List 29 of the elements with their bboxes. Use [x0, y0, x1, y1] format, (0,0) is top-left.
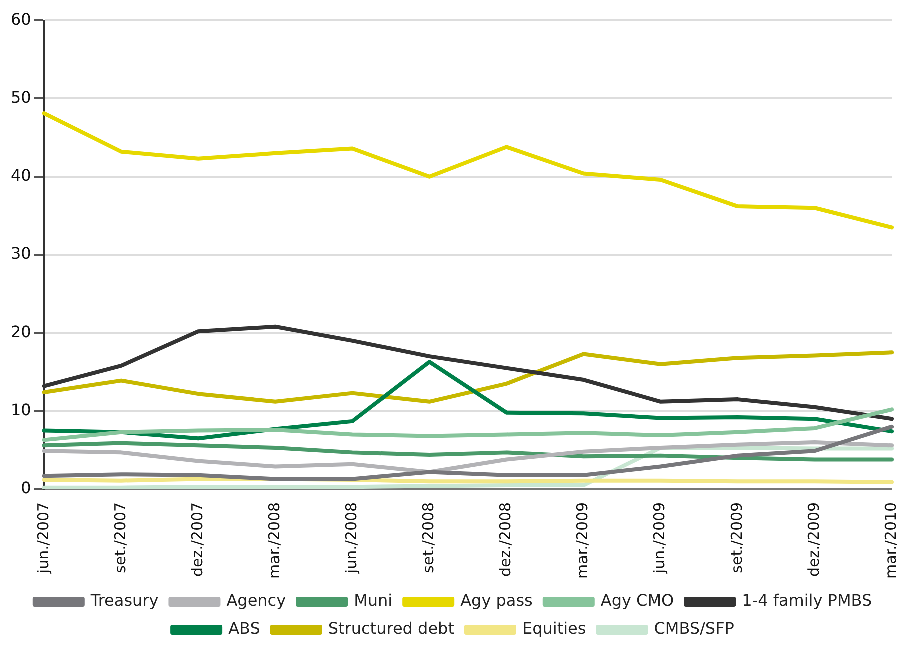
legend-label: 1-4 family PMBS	[742, 591, 872, 610]
x-tick-label: set./2009	[728, 502, 746, 574]
legend-label: Agency	[226, 591, 286, 610]
x-tick-label: mar./2008	[265, 502, 284, 580]
y-tick-label: 50	[11, 88, 32, 107]
x-tick-label: dez./2009	[804, 502, 823, 578]
legend-label: Treasury	[90, 591, 159, 610]
x-tick-label: dez./2007	[188, 502, 206, 578]
x-tick-label: set./2008	[420, 502, 438, 574]
legend-label: Muni	[354, 591, 393, 610]
legend-label: Structured debt	[328, 619, 454, 638]
y-tick-label: 0	[21, 478, 32, 498]
x-tick-label: jun./2009	[650, 502, 669, 575]
x-tick-label: set./2007	[111, 502, 130, 574]
x-tick-label: mar./2010	[882, 502, 900, 580]
legend-label: Agy CMO	[600, 591, 674, 610]
y-tick-label: 40	[11, 166, 32, 186]
legend-label: ABS	[228, 619, 260, 638]
x-tick-label: dez./2008	[496, 502, 515, 578]
legend-label: Equities	[522, 619, 586, 638]
y-tick-label: 10	[11, 400, 32, 420]
legend-label: CMBS/SFP	[654, 619, 735, 638]
x-tick-label: jun./2007	[34, 502, 52, 575]
x-tick-label: mar./2009	[574, 502, 592, 580]
x-tick-label: jun./2008	[342, 502, 360, 575]
y-tick-label: 20	[11, 322, 32, 342]
y-tick-label: 60	[11, 10, 32, 29]
legend-label: Agy pass	[460, 591, 533, 610]
y-tick-label: 30	[11, 244, 32, 264]
